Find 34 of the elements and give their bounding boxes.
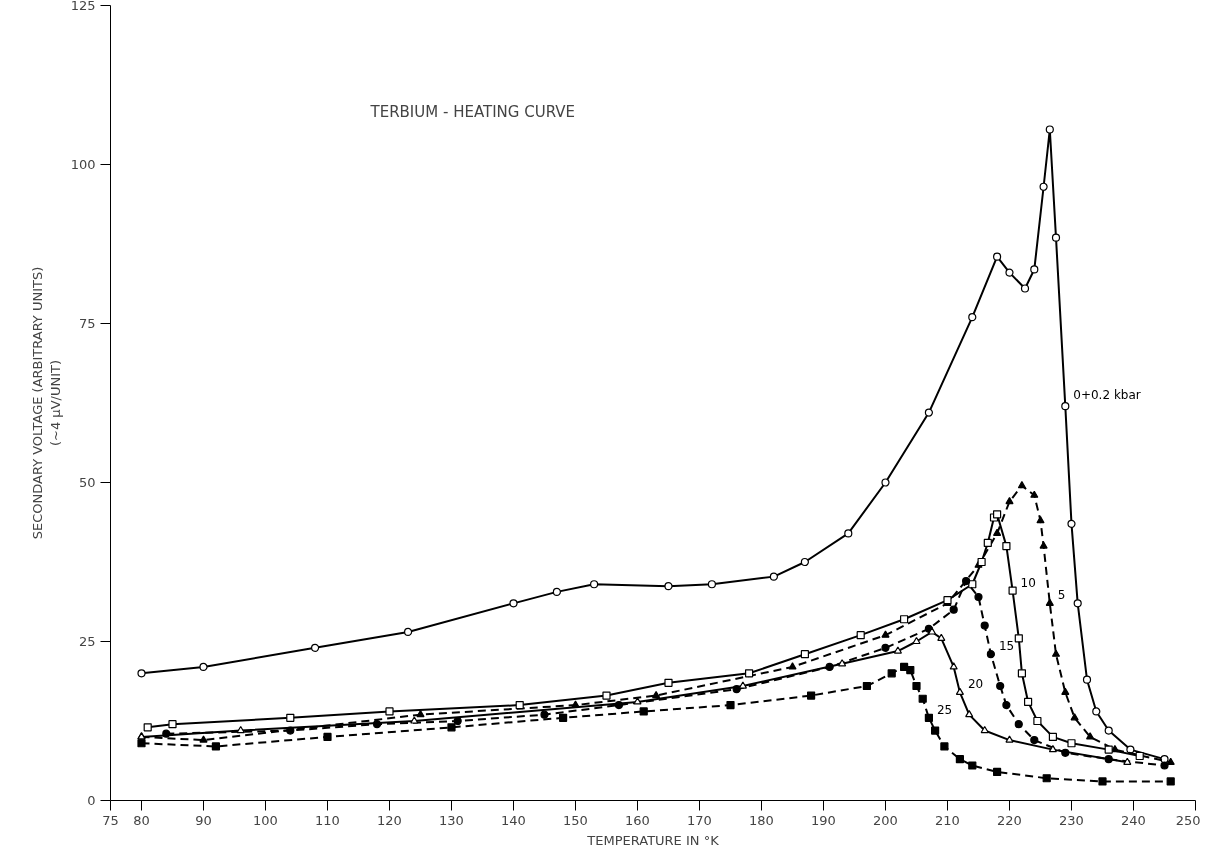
x-tick-label: 90 (195, 812, 212, 828)
x-tick-label: 230 (1059, 812, 1084, 828)
y-tick-label: 75 (78, 316, 96, 331)
series-label: 20 (967, 677, 984, 692)
x-tick-label: 240 (1121, 812, 1146, 828)
series-label: 5 (1057, 588, 1066, 603)
x-tick-label: 100 (253, 812, 278, 828)
x-tick-label: 130 (439, 812, 464, 828)
y-tick-label: 125 (70, 0, 96, 13)
y-tick-label: 100 (70, 157, 96, 172)
x-tick-label: 200 (873, 812, 898, 828)
x-tick-label: 190 (811, 812, 836, 828)
series-label: 15 (998, 639, 1015, 654)
y-axis-title: SECONDARY VOLTAGE (ARBITRARY UNITS) (~4 μV/UNIT) (29, 266, 63, 540)
series-label: 0+0.2 kbar (1073, 388, 1141, 403)
x-tick-label: 150 (563, 812, 588, 828)
x-tick-label: 140 (501, 812, 526, 828)
x-tick-label: 80 (133, 812, 150, 828)
x-tick-label: 170 (687, 812, 712, 828)
y-tick-label: 25 (78, 634, 96, 649)
x-axis-title: TEMPERATURE IN °K (586, 832, 720, 848)
series-label: 10 (1020, 575, 1036, 590)
x-tick-label: 120 (377, 812, 402, 828)
x-tick-label: 250 (1175, 812, 1201, 828)
x-tick-label: 210 (935, 812, 960, 828)
text: TERBIUM - HEATING CURVE (369, 102, 575, 121)
x-tick-label: 75 (102, 812, 119, 828)
x-tick-label: 220 (997, 812, 1022, 828)
x-tick-label: 110 (315, 812, 340, 828)
x-tick-label: 160 (625, 812, 650, 828)
y-tick-label: 50 (78, 475, 96, 490)
x-tick-label: 180 (749, 812, 774, 828)
series-label: 25 (936, 702, 953, 717)
y-tick-label: 0 (87, 793, 96, 808)
